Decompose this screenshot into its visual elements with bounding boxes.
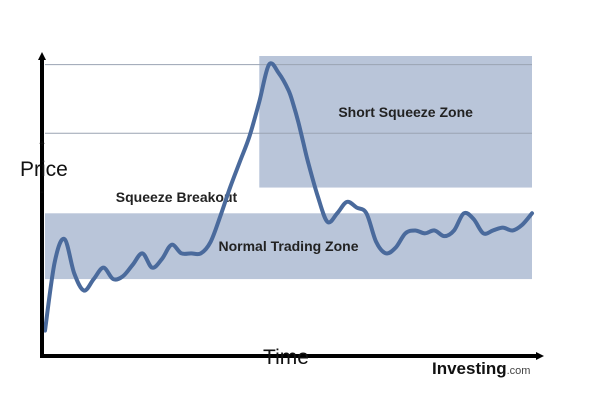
y-axis-plus-sign: + (39, 139, 45, 150)
logo-suffix-text: .com (507, 365, 531, 377)
investing-logo: Investing.com (432, 359, 530, 378)
reference-lines: Squeeze Breakout (45, 64, 532, 205)
series-line-0 (43, 61, 534, 333)
y-axis-title: Price (20, 158, 68, 181)
zones-layer: Short Squeeze Zone Normal Trading Zone (45, 56, 532, 280)
svg-text:Investing.com: Investing.com (432, 359, 530, 378)
zone-label-0: Short Squeeze Zone (338, 104, 473, 120)
series-layer (43, 61, 534, 333)
zone-label-1: Normal Trading Zone (218, 238, 358, 254)
zone-rect-0 (259, 56, 532, 188)
y-axis-minus-sign: - (40, 187, 43, 198)
x-axis-title: Time (263, 346, 309, 369)
annotation-0: Squeeze Breakout (116, 189, 238, 205)
zone-rect-1 (45, 213, 532, 280)
logo-main-text: Investing (432, 359, 507, 378)
